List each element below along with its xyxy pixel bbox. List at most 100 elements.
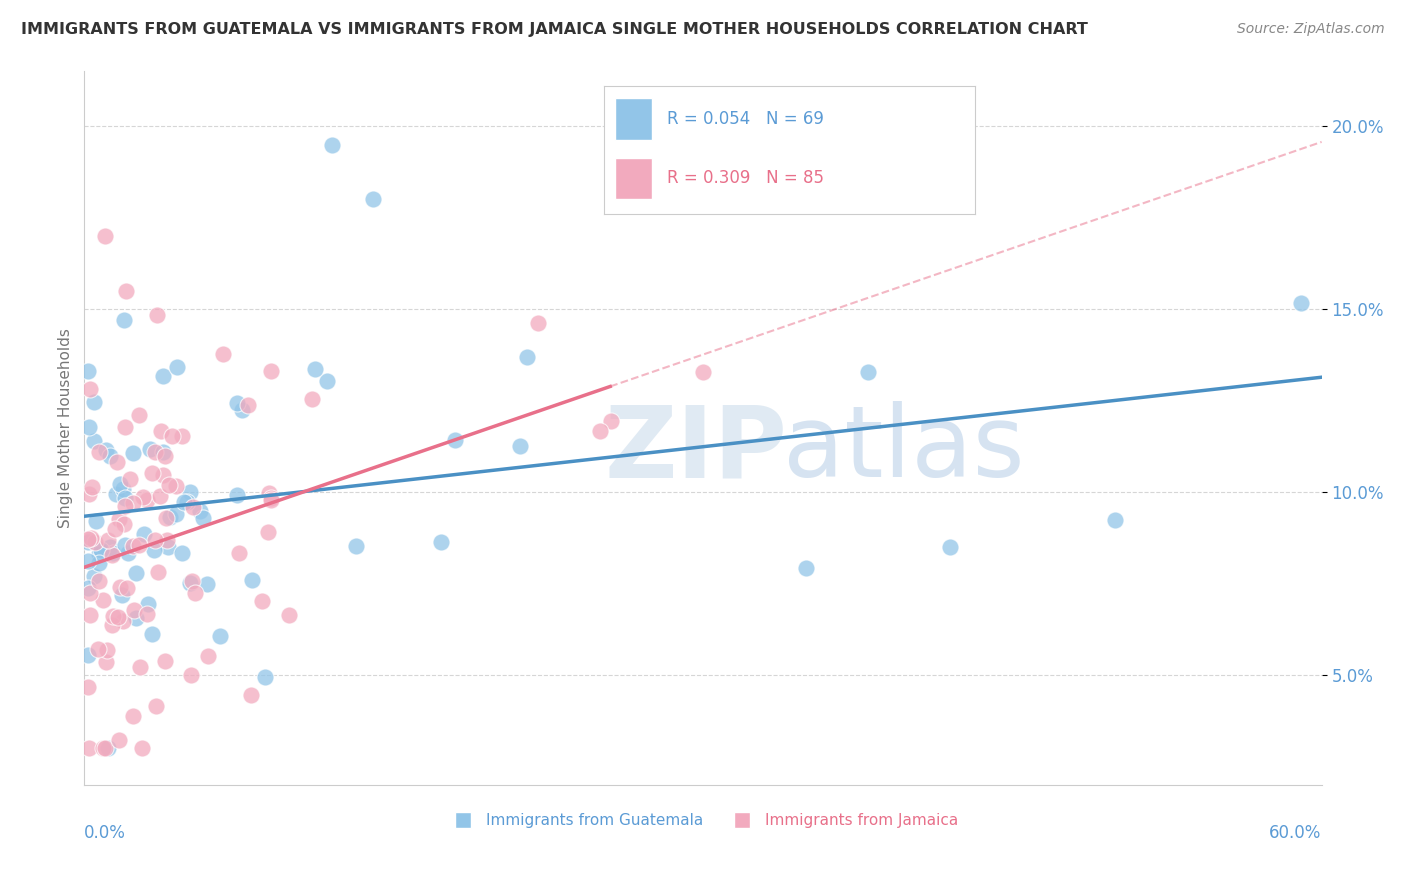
Text: IMMIGRANTS FROM GUATEMALA VS IMMIGRANTS FROM JAMAICA SINGLE MOTHER HOUSEHOLDS CO: IMMIGRANTS FROM GUATEMALA VS IMMIGRANTS … (21, 22, 1088, 37)
Point (253, 670, 276, 684)
Point (236, 398, 259, 412)
Point (173, 495, 195, 509)
Point (122, 708, 145, 723)
Point (179, 485, 201, 500)
Point (114, 538, 136, 552)
Point (103, 609, 125, 624)
Point (112, 482, 135, 496)
Point (121, 445, 143, 459)
Point (77, 535, 100, 549)
Point (97, 741, 120, 756)
Point (117, 546, 139, 560)
Point (181, 500, 204, 514)
Point (82, 480, 104, 494)
Point (77, 532, 100, 546)
Point (111, 588, 134, 602)
Point (129, 660, 152, 674)
Point (344, 539, 367, 553)
Point (112, 516, 135, 531)
Point (157, 478, 180, 492)
Point (121, 495, 143, 509)
Point (444, 433, 467, 447)
Point (191, 511, 214, 525)
Point (257, 485, 280, 500)
Point (155, 510, 177, 524)
Point (87, 642, 110, 657)
Point (257, 525, 280, 540)
Point (77, 741, 100, 756)
Point (87, 556, 110, 570)
Point (83, 394, 105, 409)
Point (79, 608, 101, 623)
Point (114, 500, 136, 514)
Point (184, 585, 207, 599)
Point (278, 607, 301, 622)
Point (250, 594, 273, 608)
Point (97, 533, 120, 548)
Point (77, 554, 100, 568)
Point (105, 455, 128, 469)
Point (77, 681, 100, 695)
Point (143, 533, 166, 547)
Point (145, 699, 167, 714)
Point (105, 487, 128, 501)
Point (132, 527, 155, 541)
Point (101, 546, 124, 560)
Text: ZIP: ZIP (605, 401, 787, 498)
Text: 60.0%: 60.0% (1270, 824, 1322, 842)
Point (93, 592, 115, 607)
Point (138, 442, 160, 456)
Point (304, 362, 326, 376)
Point (114, 420, 136, 434)
Point (1289, 295, 1312, 310)
Point (188, 504, 211, 518)
Point (301, 392, 323, 406)
Point (242, 573, 264, 587)
Point (90, 542, 112, 557)
Point (89, 547, 111, 561)
Point (107, 733, 129, 747)
Point (153, 654, 176, 668)
Point (159, 509, 181, 524)
Point (599, 413, 621, 427)
Point (361, 193, 384, 207)
Point (149, 424, 172, 438)
Point (589, 424, 612, 438)
Point (692, 364, 714, 378)
Point (156, 540, 179, 554)
Point (156, 533, 179, 548)
Point (240, 688, 263, 702)
Point (114, 491, 136, 505)
Point (321, 137, 343, 152)
Point (98, 449, 121, 463)
Point (856, 365, 879, 379)
Point (122, 603, 145, 617)
Point (1104, 513, 1126, 527)
Point (131, 741, 153, 756)
Point (165, 479, 187, 493)
Point (515, 350, 537, 364)
Point (211, 347, 233, 361)
Legend: Immigrants from Guatemala, Immigrants from Jamaica: Immigrants from Guatemala, Immigrants fr… (441, 807, 965, 834)
Point (794, 560, 817, 574)
Point (228, 546, 250, 560)
Point (112, 614, 135, 628)
Point (141, 467, 163, 481)
Point (128, 408, 150, 422)
Point (114, 284, 136, 298)
Point (101, 618, 124, 632)
Point (122, 539, 145, 553)
Point (146, 565, 169, 579)
Point (124, 566, 146, 580)
Point (143, 445, 166, 459)
Point (79, 383, 101, 397)
Point (77, 364, 100, 378)
Point (430, 535, 453, 549)
Point (209, 629, 232, 643)
Point (110, 476, 132, 491)
Point (225, 488, 247, 502)
Point (197, 648, 219, 663)
Point (143, 542, 166, 557)
Point (153, 450, 176, 464)
Point (180, 667, 202, 681)
